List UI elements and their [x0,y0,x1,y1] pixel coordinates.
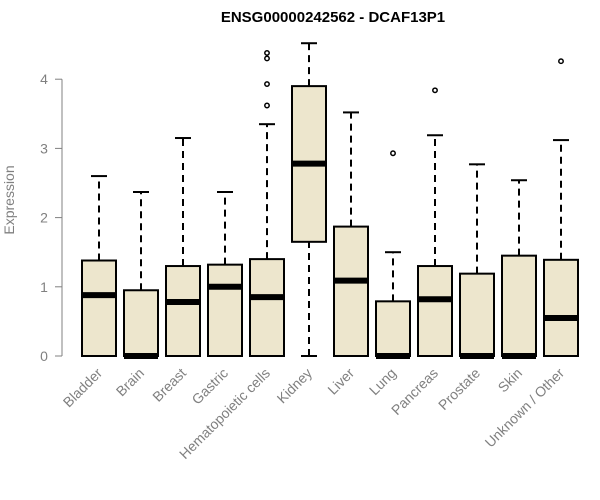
outlier-point [264,102,270,109]
box-liver [333,111,369,357]
outlier-point [264,49,270,56]
x-tick-label: Kidney [274,365,316,407]
y-tick-label: 3 [40,140,48,156]
y-axis: 0 1 2 3 4 [40,71,63,364]
x-tick-label: Breast [149,365,189,405]
y-tick-label: 0 [40,348,48,364]
box-iqr [207,263,243,358]
box-iqr [459,272,495,358]
box-bladder [81,175,117,357]
box-iqr [543,258,579,358]
box-iqr [333,225,369,357]
y-tick-label: 4 [40,71,48,87]
y-tick-label: 2 [40,210,48,226]
box-unknown-other [543,58,579,358]
box-iqr [375,300,411,357]
box-iqr [249,258,285,357]
box-iqr [501,254,537,357]
box-skin [501,179,537,359]
x-tick-label: Bladder [60,365,106,411]
y-tick-label: 1 [40,279,48,295]
boxes-group [81,42,579,359]
x-tick-label: Brain [113,365,147,399]
box-iqr [417,265,453,358]
outlier-point [264,81,270,87]
box-brain [123,190,159,359]
outlier-point [558,58,564,65]
outlier-point [432,87,438,94]
box-iqr [81,259,117,357]
x-tick-label: Skin [495,365,526,396]
x-tick-label: Pancreas [388,365,441,418]
x-tick-label: Lung [366,365,399,398]
outlier-point [264,55,270,62]
y-axis-title: Expression [1,165,17,234]
box-hematopoietic-cells [249,49,285,357]
x-tick-label: Prostate [435,365,483,413]
outlier-point [390,150,396,157]
box-pancreas [417,87,453,358]
box-prostate [459,163,495,359]
box-kidney [291,42,327,357]
box-iqr [123,289,159,358]
x-tick-label: Unknown / Other [482,365,568,451]
box-iqr [165,265,201,358]
box-lung [375,150,411,359]
box-gastric [207,190,243,358]
x-tick-label: Liver [324,365,357,398]
chart-title: ENSG00000242562 - DCAF13P1 [221,9,445,26]
box-breast [165,137,201,358]
